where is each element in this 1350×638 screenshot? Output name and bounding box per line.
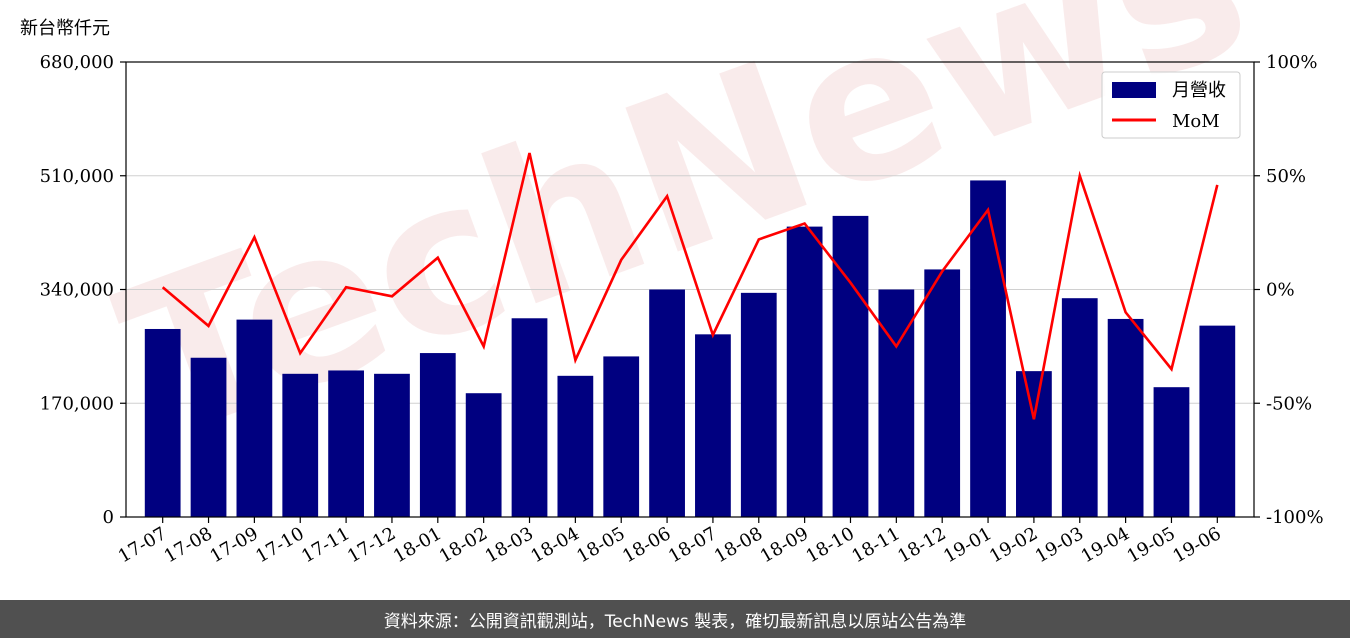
x-tick-label: 18-01: [390, 523, 445, 567]
right-tick-label: 100%: [1266, 52, 1317, 73]
x-tick-label: 19-04: [1078, 523, 1133, 567]
x-tick-label: 17-09: [206, 523, 261, 567]
bar-17-09: [236, 319, 273, 517]
right-tick-label: -50%: [1266, 393, 1312, 414]
source-footer: 資料來源：公開資訊觀測站，TechNews 製表，確切最新訊息以原站公告為準: [0, 600, 1350, 638]
right-tick-label: 50%: [1266, 166, 1306, 187]
right-tick-label: -100%: [1266, 507, 1324, 528]
x-tick-label: 18-12: [894, 523, 949, 567]
bar-18-02: [465, 393, 502, 517]
bar-19-01: [970, 180, 1006, 517]
x-tick-label: 19-02: [986, 523, 1041, 567]
x-tick-label: 18-10: [803, 523, 858, 567]
bar-18-06: [649, 289, 685, 517]
bar-17-11: [328, 370, 364, 517]
bar-series: [144, 180, 1236, 517]
bar-19-04: [1107, 318, 1144, 517]
bar-18-01: [419, 353, 456, 517]
x-tick-label: 18-06: [619, 523, 674, 567]
bar-18-09: [786, 226, 823, 517]
legend-label-line: MoM: [1172, 111, 1220, 132]
bar-17-07: [144, 328, 181, 517]
bar-19-03: [1061, 298, 1098, 517]
bar-18-05: [603, 356, 640, 517]
source-footer-text: 資料來源：公開資訊觀測站，TechNews 製表，確切最新訊息以原站公告為準: [383, 611, 967, 632]
bar-19-05: [1153, 387, 1190, 517]
legend: 月營收 MoM: [1101, 71, 1241, 139]
x-tick-label: 18-08: [711, 523, 766, 567]
x-tick-label: 18-05: [573, 523, 628, 567]
x-tick-label: 18-02: [436, 523, 491, 567]
mom-line: [161, 152, 1219, 420]
x-tick-label: 19-05: [1124, 523, 1179, 567]
bar-19-02: [1016, 371, 1052, 517]
legend-label-bar: 月營收: [1172, 80, 1226, 101]
left-tick-label: 340,000: [40, 280, 114, 301]
bar-17-12: [374, 373, 410, 517]
left-tick-label: 680,000: [40, 52, 114, 73]
right-tick-label: 0%: [1266, 280, 1295, 301]
x-tick-label: 17-11: [298, 523, 353, 567]
x-tick-label: 19-01: [940, 523, 995, 567]
bar-18-03: [511, 318, 548, 517]
x-tick-label: 18-04: [527, 523, 582, 567]
line-series: [161, 152, 1219, 420]
x-tick-label: 18-09: [757, 523, 812, 567]
x-tick-label: 19-06: [1169, 523, 1224, 567]
left-tick-label: 170,000: [40, 393, 114, 414]
bar-18-04: [557, 375, 594, 517]
bar-19-06: [1199, 325, 1236, 517]
bar-18-08: [740, 292, 777, 517]
x-tick-label: 19-03: [1032, 523, 1087, 567]
x-tick-label: 18-07: [665, 523, 720, 567]
left-tick-label: 510,000: [40, 166, 114, 187]
x-tick-label: 17-07: [115, 523, 170, 567]
bar-17-08: [190, 357, 227, 517]
bar-18-10: [832, 215, 869, 517]
bar-18-07: [695, 334, 731, 517]
unit-label: 新台幣仟元: [20, 18, 110, 39]
x-tick-label: 17-12: [344, 523, 399, 567]
bar-17-10: [282, 373, 319, 517]
x-tick-label: 18-11: [848, 523, 903, 567]
x-tick-label: 17-08: [161, 523, 216, 567]
revenue-chart: TechNews 新台幣仟元 0170,000340,000510,000680…: [20, 0, 1324, 567]
left-tick-label: 0: [103, 507, 114, 528]
legend-swatch-bar: [1112, 82, 1156, 98]
x-tick-label: 18-03: [482, 523, 537, 567]
bar-18-12: [924, 269, 961, 517]
x-tick-label: 17-10: [252, 523, 307, 567]
